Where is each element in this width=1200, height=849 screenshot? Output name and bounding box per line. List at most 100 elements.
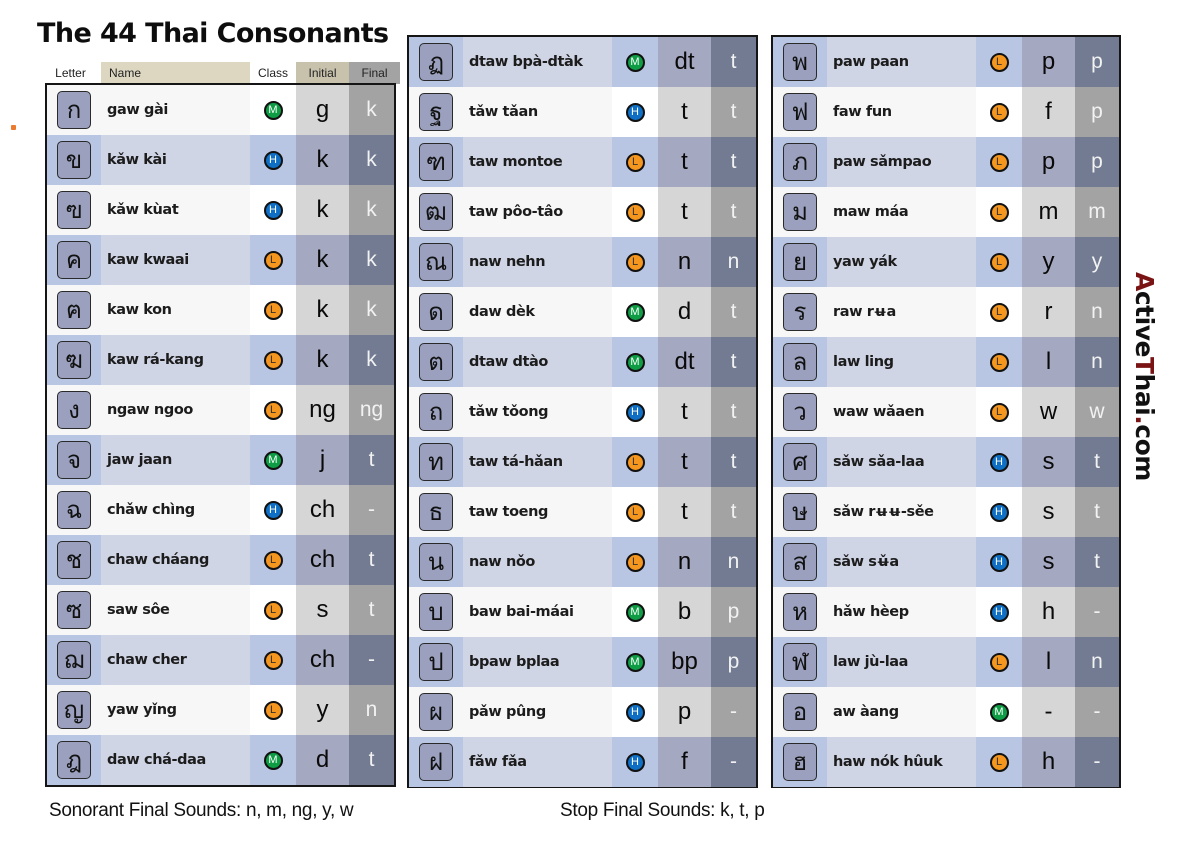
initial-sound: t <box>658 187 711 237</box>
letter-cell: ฅ <box>47 285 101 335</box>
consonant-name: jaw jaan <box>101 435 250 485</box>
thai-letter-tile: ผ <box>419 693 453 731</box>
initial-sound: ch <box>296 535 349 585</box>
letter-cell: ฏ <box>409 37 463 87</box>
class-badge-icon: L <box>989 652 1009 672</box>
initial-sound: t <box>658 387 711 437</box>
final-sound: p <box>711 637 756 687</box>
letter-cell: ษ <box>773 487 827 537</box>
initial-sound: f <box>658 737 711 787</box>
final-sound: n <box>711 537 756 587</box>
class-badge-icon: H <box>625 402 645 422</box>
consonant-name: taw tá-hǎan <box>463 437 612 487</box>
initial-sound: d <box>296 735 349 785</box>
thai-letter-tile: ฒ <box>419 193 453 231</box>
thai-letter-tile: ฅ <box>57 291 91 329</box>
thai-letter-tile: ฝ <box>419 743 453 781</box>
class-badge-icon: L <box>625 452 645 472</box>
consonant-name: naw nehn <box>463 237 612 287</box>
letter-cell: ฮ <box>773 737 827 787</box>
letter-cell: ฎ <box>47 735 101 785</box>
thai-letter-tile: ฆ <box>57 341 91 379</box>
class-cell: L <box>612 437 658 487</box>
letter-cell: ฉ <box>47 485 101 535</box>
thai-letter-tile: ญ <box>57 691 91 729</box>
consonant-name: haw nók hûuk <box>827 737 976 787</box>
class-badge-icon: H <box>625 702 645 722</box>
initial-sound: p <box>1022 137 1075 187</box>
initial-sound: k <box>296 185 349 235</box>
header-initial: Initial <box>296 62 349 84</box>
class-badge-icon: L <box>263 250 283 270</box>
consonant-name: chaw cher <box>101 635 250 685</box>
thai-letter-tile: ฟ <box>783 93 817 131</box>
consonant-name: fǎw fǎa <box>463 737 612 787</box>
thai-letter-tile: ฌ <box>57 641 91 679</box>
final-sound: n <box>711 237 756 287</box>
thai-letter-tile: ณ <box>419 243 453 281</box>
letter-cell: ว <box>773 387 827 437</box>
initial-sound: y <box>1022 237 1075 287</box>
final-sound: k <box>349 285 394 335</box>
page-title: The 44 Thai Consonants <box>37 18 389 49</box>
initial-sound: t <box>658 437 711 487</box>
class-cell: L <box>976 337 1022 387</box>
class-badge-icon: M <box>263 450 283 470</box>
class-badge-icon: L <box>263 350 283 370</box>
thai-letter-tile: ง <box>57 391 91 429</box>
class-cell: M <box>612 287 658 337</box>
consonant-name: kaw rá-kang <box>101 335 250 385</box>
final-sound: n <box>1075 337 1119 387</box>
class-badge-icon: H <box>263 200 283 220</box>
initial-sound: l <box>1022 337 1075 387</box>
class-badge-icon: L <box>263 650 283 670</box>
class-cell: L <box>976 237 1022 287</box>
final-sound: - <box>1075 737 1119 787</box>
letter-cell: ก <box>47 85 101 135</box>
class-cell: L <box>612 187 658 237</box>
thai-letter-tile: ห <box>783 593 817 631</box>
class-cell: M <box>612 587 658 637</box>
initial-sound: ng <box>296 385 349 435</box>
consonant-name: gaw gài <box>101 85 250 135</box>
final-sound: k <box>349 235 394 285</box>
class-badge-icon: H <box>625 752 645 772</box>
initial-sound: bp <box>658 637 711 687</box>
class-cell: L <box>250 685 296 735</box>
thai-letter-tile: ฃ <box>57 191 91 229</box>
final-sound: t <box>349 435 394 485</box>
class-cell: L <box>250 585 296 635</box>
thai-letter-tile: ฑ <box>419 143 453 181</box>
thai-letter-tile: พ <box>783 43 817 81</box>
letter-cell: บ <box>409 587 463 637</box>
class-cell: H <box>612 387 658 437</box>
initial-sound: f <box>1022 87 1075 137</box>
class-badge-icon: L <box>263 400 283 420</box>
class-cell: L <box>612 537 658 587</box>
thai-letter-tile: ด <box>419 293 453 331</box>
class-badge-icon: L <box>989 752 1009 772</box>
initial-sound: t <box>658 487 711 537</box>
consonant-name: law jù-laa <box>827 637 976 687</box>
consonant-name: paw sǎmpao <box>827 137 976 187</box>
thai-letter-tile: ฬ <box>783 643 817 681</box>
class-badge-icon: M <box>263 100 283 120</box>
initial-sound: k <box>296 235 349 285</box>
thai-letter-tile: ซ <box>57 591 91 629</box>
class-badge-icon: M <box>989 702 1009 722</box>
